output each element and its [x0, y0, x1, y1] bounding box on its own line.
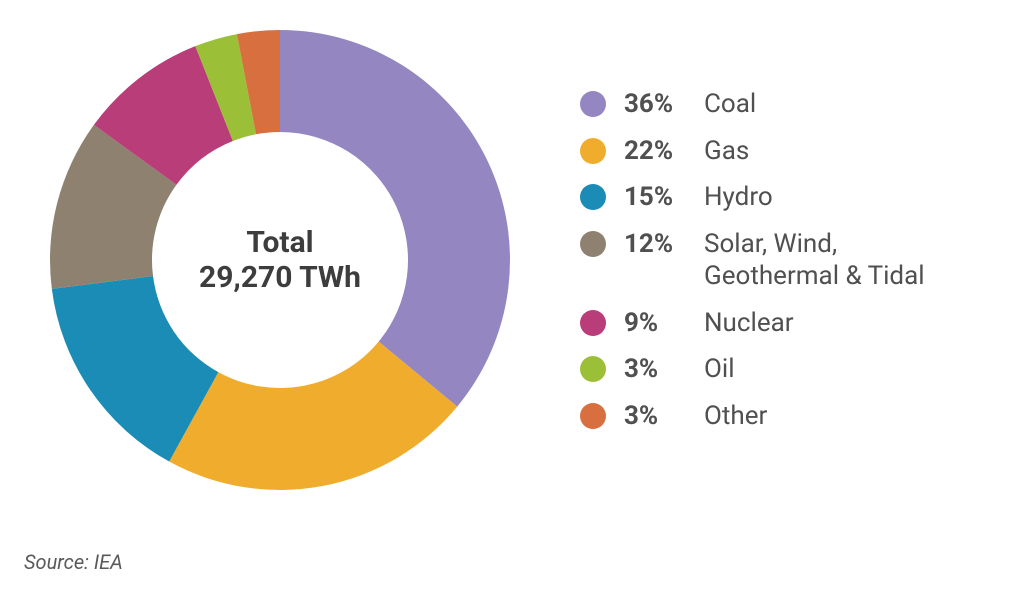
chart-center-label: Total 29,270 TWh — [199, 225, 361, 295]
legend-label: Gas — [704, 135, 749, 168]
legend-swatch — [580, 184, 606, 210]
legend-label: Nuclear — [704, 307, 794, 340]
legend-percent: 36% — [624, 88, 686, 121]
legend-percent: 9% — [624, 307, 686, 340]
legend-label: Oil — [704, 353, 735, 386]
legend-swatch — [580, 91, 606, 117]
legend-label: Solar, Wind, Geothermal & Tidal — [704, 228, 964, 293]
legend-label: Coal — [704, 88, 756, 121]
donut-chart: Total 29,270 TWh — [40, 20, 520, 500]
legend-percent: 15% — [624, 181, 686, 214]
legend-label: Other — [704, 400, 767, 433]
legend-swatch — [580, 403, 606, 429]
legend-swatch — [580, 231, 606, 257]
center-line1: Total — [199, 225, 361, 260]
legend-percent: 22% — [624, 135, 686, 168]
center-line2: 29,270 TWh — [199, 260, 361, 295]
legend-percent: 3% — [624, 400, 686, 433]
legend-label: Hydro — [704, 181, 773, 214]
legend-row: 12% Solar, Wind, Geothermal & Tidal — [580, 228, 964, 293]
legend-row: 15% Hydro — [580, 181, 964, 214]
legend: 36% Coal 22% Gas 15% Hydro 12% Solar, Wind, Geo… — [580, 88, 964, 432]
chart-container: Total 29,270 TWh 36% Coal 22% Gas 15% Hydro 12… — [0, 0, 1021, 520]
legend-swatch — [580, 310, 606, 336]
legend-row: 22% Gas — [580, 135, 964, 168]
legend-percent: 3% — [624, 353, 686, 386]
legend-row: 3% Other — [580, 400, 964, 433]
legend-row: 9% Nuclear — [580, 307, 964, 340]
donut-slice-coal — [280, 30, 510, 407]
legend-row: 36% Coal — [580, 88, 964, 121]
legend-percent: 12% — [624, 228, 686, 261]
legend-swatch — [580, 356, 606, 382]
source-citation: Source: IEA — [24, 550, 123, 574]
legend-swatch — [580, 138, 606, 164]
legend-row: 3% Oil — [580, 353, 964, 386]
